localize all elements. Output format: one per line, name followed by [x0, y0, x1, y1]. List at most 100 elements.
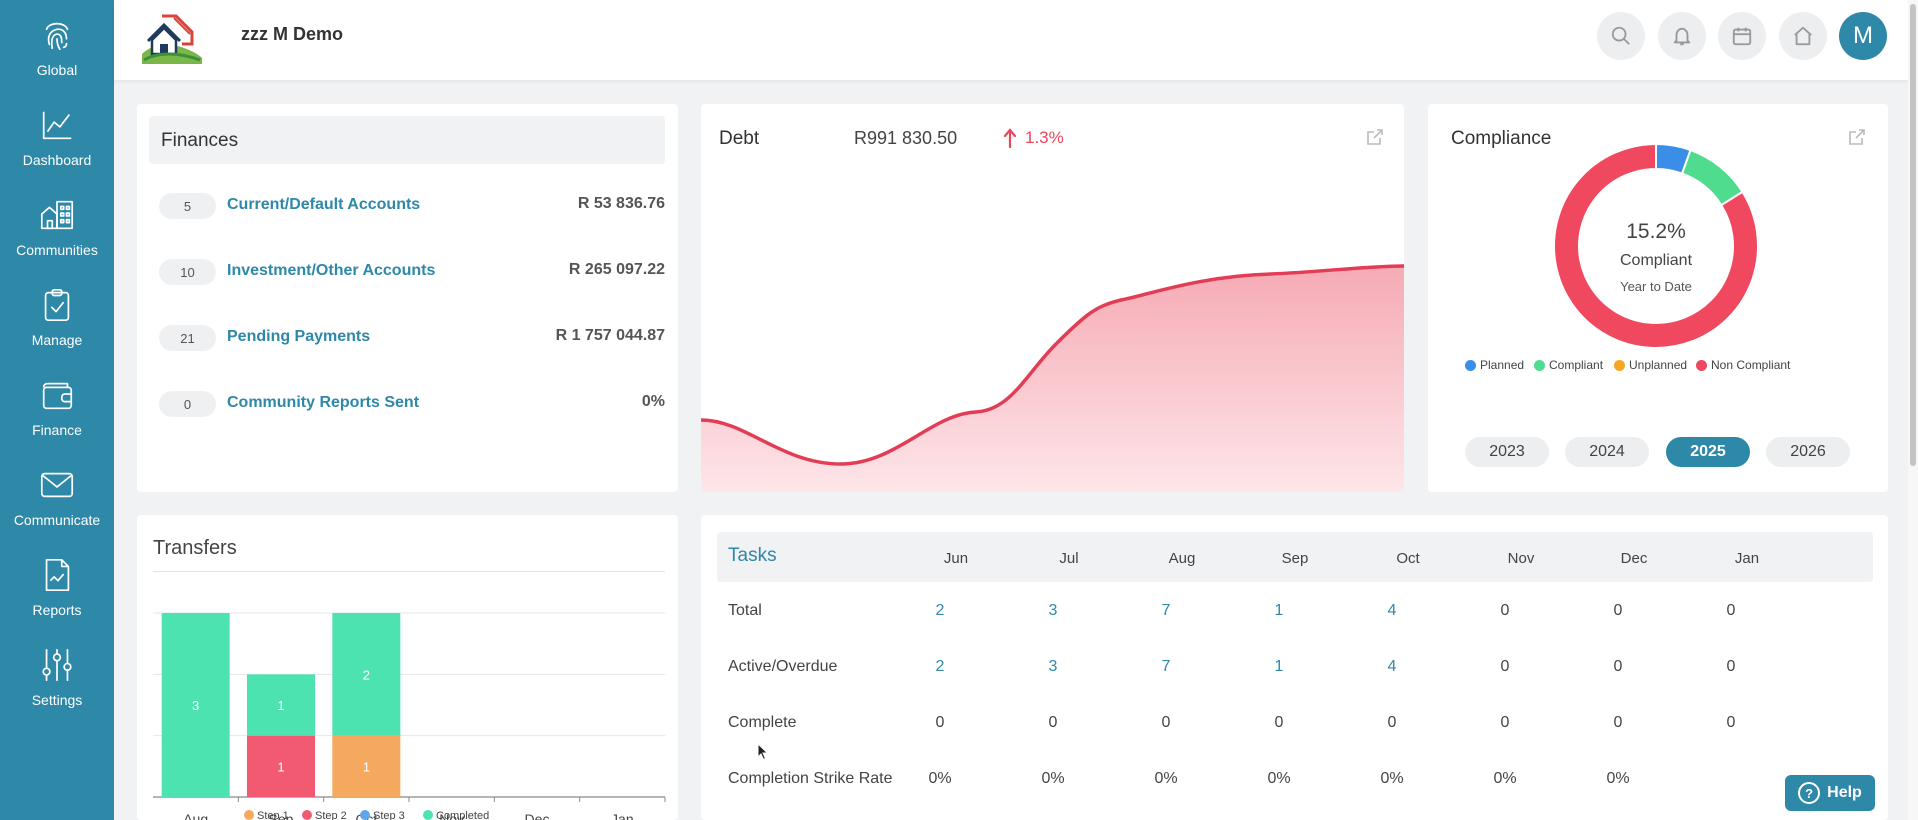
donut-slice-non-compliant[interactable] — [1553, 142, 1759, 349]
month-header: Jan — [1734, 550, 1760, 567]
year-button-2026[interactable]: 2026 — [1766, 437, 1850, 467]
sidebar-item-label: Settings — [31, 692, 83, 708]
legend-label: Step 3 — [373, 810, 405, 820]
external-link-icon[interactable] — [1848, 128, 1866, 146]
year-button-2025[interactable]: 2025 — [1666, 437, 1750, 467]
task-cell: 0 — [1387, 714, 1397, 731]
task-cell: 0 — [1500, 714, 1510, 731]
scrollbar-thumb[interactable] — [1910, 4, 1916, 466]
finances-header: Finances — [149, 116, 665, 164]
month-header: Aug — [1168, 550, 1196, 567]
count-badge: 5 — [159, 193, 216, 219]
bar-value-label: 1 — [277, 698, 284, 713]
task-cell[interactable]: 1 — [1274, 658, 1284, 675]
sidebar-item-communities[interactable]: Communities — [0, 186, 114, 274]
external-link-icon[interactable] — [1366, 128, 1384, 146]
legend-label: Compliant — [1549, 358, 1604, 372]
tasks-header: Tasks Jun Jul Aug Sep Oct Nov Dec Jan — [717, 532, 1873, 582]
legend-item-planned: Planned — [1465, 358, 1524, 372]
mouse-cursor-icon — [757, 743, 769, 761]
investment-other-accounts-link[interactable]: Investment/Other Accounts — [227, 262, 436, 279]
task-cell[interactable]: 3 — [1048, 602, 1058, 619]
bar-step-1-oct[interactable] — [332, 735, 401, 797]
avatar-letter: M — [1853, 22, 1873, 49]
current-default-accounts-link[interactable]: Current/Default Accounts — [227, 196, 421, 213]
task-cell[interactable]: 7 — [1161, 658, 1171, 675]
user-avatar[interactable]: M — [1839, 12, 1887, 60]
sidebar-item-reports[interactable]: Reports — [0, 546, 114, 634]
legend-item-unplanned: Unplanned — [1614, 358, 1687, 372]
task-cell[interactable]: 3 — [1048, 658, 1058, 675]
count-badge: 21 — [159, 325, 216, 351]
x-tick-label: Dec — [525, 811, 550, 820]
compliance-sublabel: Year to Date — [1620, 279, 1692, 294]
sidebar-item-settings[interactable]: Settings — [0, 636, 114, 724]
task-cell[interactable]: 2 — [935, 602, 945, 619]
app-title: zzz M Demo — [241, 24, 344, 44]
bar-value-label: 1 — [277, 759, 284, 774]
bar-value-label: 1 — [363, 759, 370, 774]
task-cell: 0% — [1267, 770, 1291, 787]
sidebar-item-finance[interactable]: Finance — [0, 366, 114, 454]
buildings-icon — [40, 200, 74, 230]
search-icon — [1611, 26, 1630, 45]
debt-title: Debt — [719, 128, 760, 149]
task-cell[interactable]: 4 — [1387, 602, 1397, 619]
amount-value: R 1 757 044.87 — [555, 327, 665, 344]
sidebar-item-communicate[interactable]: Communicate — [0, 456, 114, 544]
debt-area-chart — [701, 264, 1404, 492]
month-header: Oct — [1396, 550, 1420, 567]
home-button[interactable] — [1779, 12, 1827, 60]
task-cell: 0 — [1726, 658, 1736, 675]
help-button[interactable]: ? Help — [1785, 775, 1875, 811]
amount-value: 0% — [641, 393, 665, 410]
sidebar-item-manage[interactable]: Manage — [0, 276, 114, 364]
arrow-up-icon — [1003, 128, 1017, 148]
page-scrollbar[interactable] — [1908, 0, 1918, 820]
finances-title: Finances — [161, 130, 239, 151]
month-header: Sep — [1281, 550, 1309, 567]
task-cell[interactable]: 4 — [1387, 658, 1397, 675]
task-row-label: Completion Strike Rate — [728, 770, 893, 787]
sidebar: Global Dashboard Communities Manage Fina… — [0, 0, 114, 820]
count-badge: 0 — [159, 391, 216, 417]
community-reports-sent-link[interactable]: Community Reports Sent — [227, 394, 420, 411]
legend-label: Step 1 — [257, 810, 289, 820]
task-cell: 0 — [1500, 602, 1510, 619]
finances-row: 5 Current/Default Accounts R 53 836.76 — [159, 190, 665, 220]
task-row-label: Complete — [728, 714, 797, 731]
task-cell: 0 — [1161, 714, 1171, 731]
tasks-title[interactable]: Tasks — [728, 545, 777, 566]
task-cell[interactable]: 2 — [935, 658, 945, 675]
task-cell[interactable]: 1 — [1274, 602, 1284, 619]
x-tick-label: Jan — [611, 811, 634, 820]
pending-payments-link[interactable]: Pending Payments — [227, 328, 371, 345]
calendar-button[interactable] — [1718, 12, 1766, 60]
task-cell[interactable]: 7 — [1161, 602, 1171, 619]
legend-dot — [1465, 359, 1476, 371]
compliance-percent: 15.2% — [1626, 220, 1686, 243]
legend-label: Unplanned — [1629, 358, 1688, 372]
sidebar-item-label: Dashboard — [22, 152, 92, 168]
year-button-2023[interactable]: 2023 — [1465, 437, 1549, 467]
bar-step-2-sep[interactable] — [247, 735, 315, 797]
search-button[interactable] — [1597, 12, 1645, 60]
legend-dot — [244, 810, 254, 820]
task-row-label: Active/Overdue — [728, 658, 838, 675]
sidebar-item-dashboard[interactable]: Dashboard — [0, 96, 114, 184]
legend-dot — [1614, 359, 1625, 371]
task-cell: 0% — [928, 770, 952, 787]
legend-dot — [423, 810, 433, 820]
month-header: Jun — [943, 550, 969, 567]
sidebar-item-label: Communities — [16, 242, 98, 258]
sidebar-item-global[interactable]: Global — [0, 6, 114, 94]
year-button-2024[interactable]: 2024 — [1565, 437, 1649, 467]
notifications-button[interactable] — [1658, 12, 1706, 60]
bar-completed-aug[interactable] — [161, 613, 230, 797]
bar-completed-oct[interactable] — [332, 613, 401, 736]
compliance-donut-chart — [1553, 142, 1759, 349]
help-label: Help — [1827, 784, 1862, 801]
bar-completed-sep[interactable] — [247, 674, 315, 736]
task-cell: 0% — [1041, 770, 1065, 787]
question-icon: ? — [1798, 782, 1821, 804]
